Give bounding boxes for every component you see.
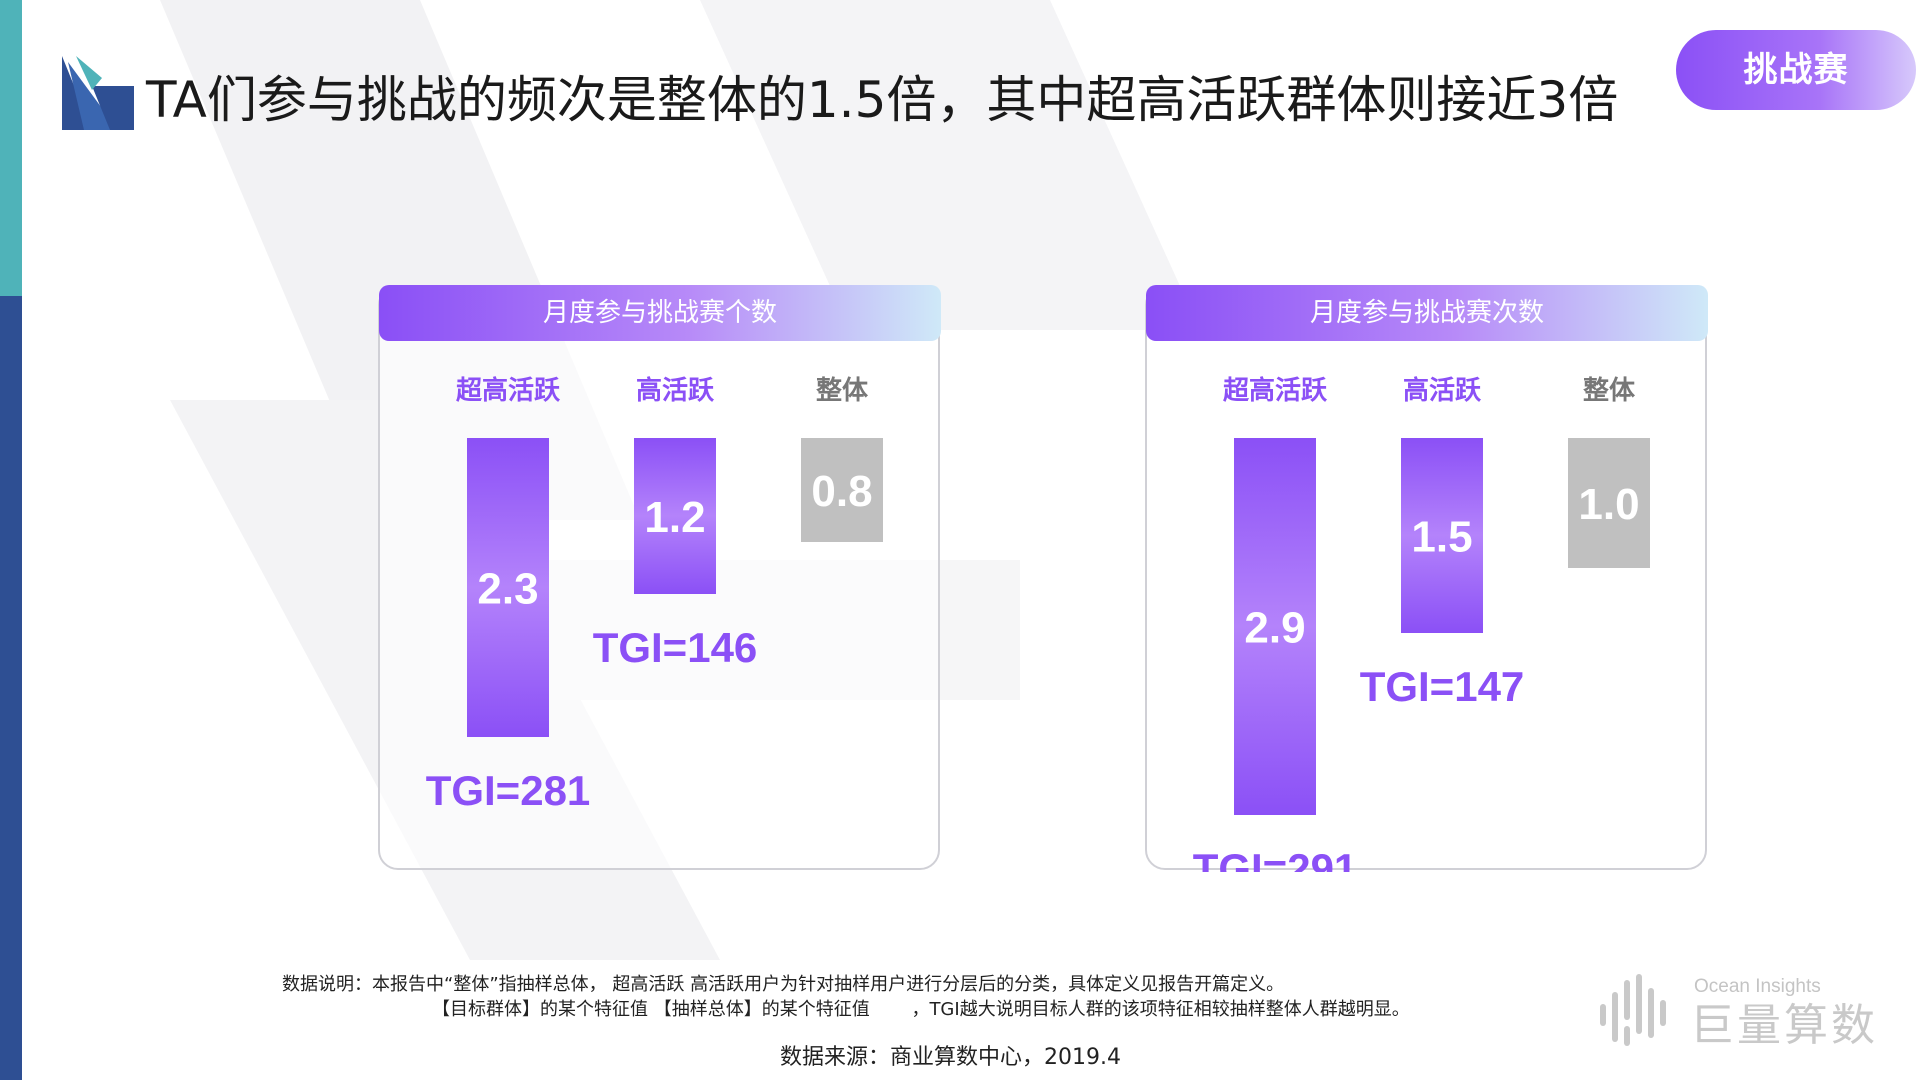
value-label: 1.0 (1578, 480, 1639, 529)
ocean-insights-bars-icon (1600, 974, 1666, 1046)
data-note-line1: 数据说明：本报告中“整体”指抽样总体， 超高活跃 高活跃用户为针对抽样用户进行分… (282, 974, 1285, 995)
brand-subtitle: Ocean Insights (1694, 976, 1821, 997)
category-label: 超高活跃 (456, 375, 561, 406)
bar-chart-times: 超高活跃 2.9 TGI=291 高活跃 1.5 TGI=147 整体 1.0 (1193, 375, 1650, 872)
value-label: 1.2 (644, 493, 705, 542)
tgi-label: TGI=147 (1360, 663, 1525, 710)
left-accent-strip-bottom (0, 296, 22, 1080)
category-label: 高活跃 (1403, 375, 1482, 406)
triangle-logo-icon (62, 56, 134, 130)
bar (1568, 438, 1650, 568)
page-title: TA们参与挑战的频次是整体的1.5倍，其中超高活跃群体则接近3倍 (146, 71, 1619, 129)
brand-name: 巨量算数 (1690, 1000, 1878, 1051)
bar (467, 438, 549, 737)
value-label: 2.3 (477, 565, 538, 614)
bar (1401, 438, 1483, 633)
data-note-line2: 【目标群体】的某个特征值 【抽样总体】的某个特征值 ，TGI越大说明目标人群的该… (432, 999, 1410, 1020)
category-label: 高活跃 (636, 375, 715, 406)
bar (634, 438, 716, 594)
bar-chart-count: 超高活跃 2.3 TGI=281 高活跃 1.2 TGI=146 整体 0.8 (426, 375, 883, 814)
tgi-label: TGI=146 (593, 624, 758, 671)
category-label: 整体 (1583, 375, 1636, 406)
chart-title: 月度参与挑战赛个数 (379, 285, 941, 341)
tgi-label: TGI=291 (1193, 845, 1358, 872)
chart-panel-count: 月度参与挑战赛个数 超高活跃 2.3 TGI=281 高活跃 1.2 TGI=146 整体 0… (378, 285, 941, 870)
data-source: 数据来源：商业算数中心，2019.4 (780, 1045, 1121, 1070)
bar (1234, 438, 1316, 815)
value-label: 1.5 (1411, 513, 1472, 562)
chart-panel-times: 月度参与挑战赛次数 超高活跃 2.9 TGI=291 高活跃 1.5 TGI=147 整体 1… (1145, 285, 1708, 872)
category-label: 超高活跃 (1223, 375, 1328, 406)
tgi-label: TGI=281 (426, 767, 591, 814)
chart-title: 月度参与挑战赛次数 (1146, 285, 1708, 341)
topic-tag-button[interactable]: 挑战赛 (1676, 30, 1916, 110)
value-label: 0.8 (811, 467, 872, 516)
value-label: 2.9 (1244, 604, 1305, 653)
bar (801, 438, 883, 542)
left-accent-strip-top (0, 0, 22, 296)
category-label: 整体 (816, 375, 869, 406)
